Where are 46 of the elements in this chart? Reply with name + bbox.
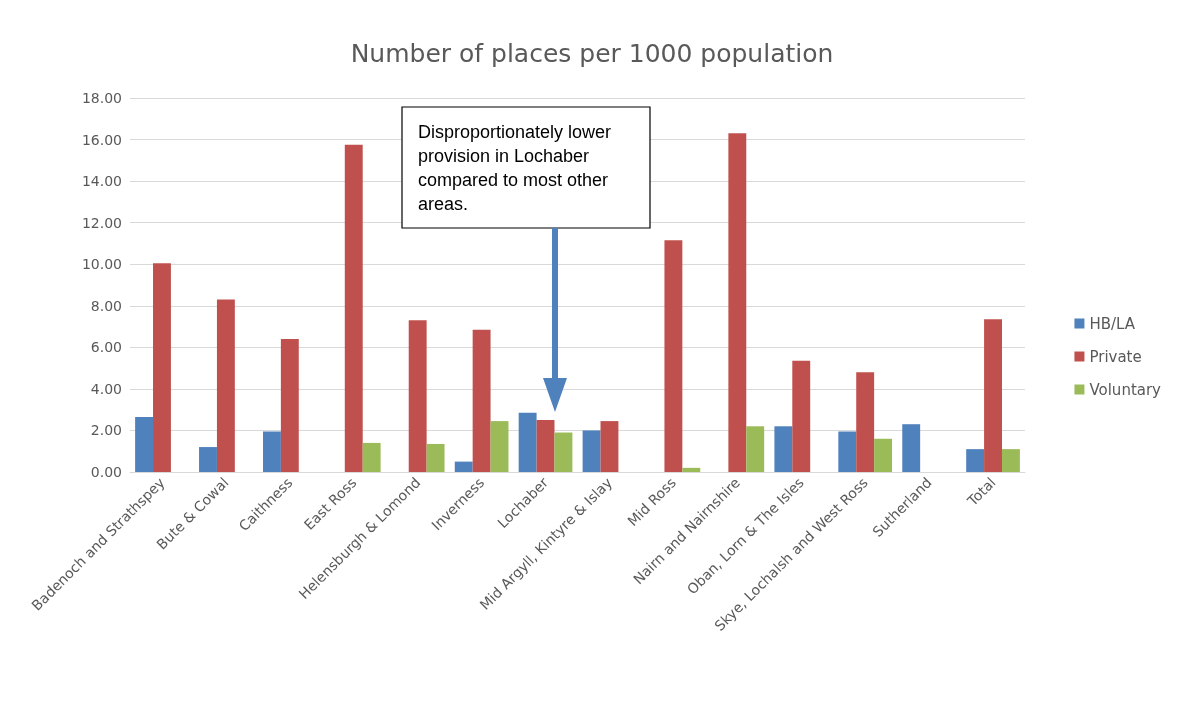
- bar: [874, 438, 893, 472]
- y-tick-label: 2.00: [90, 422, 122, 439]
- bar: [728, 133, 747, 472]
- bar: [536, 420, 555, 472]
- bar: [344, 144, 363, 472]
- bar: [472, 329, 491, 472]
- y-tick-label: 14.00: [81, 173, 122, 190]
- y-tick-label: 8.00: [90, 297, 122, 314]
- bar: [902, 424, 921, 472]
- bar: [135, 416, 154, 472]
- y-tick-label: 16.00: [81, 131, 122, 148]
- bar: [774, 426, 793, 472]
- y-tick-label: 6.00: [90, 339, 122, 356]
- bar: [682, 467, 701, 472]
- bar: [600, 421, 619, 472]
- bar: [582, 430, 601, 472]
- annotation: Disproportionately lower provision in Lochaber compared to most other areas.: [418, 122, 617, 214]
- bar: [454, 461, 473, 472]
- bar: [262, 431, 281, 472]
- legend-label: Private: [1089, 347, 1142, 366]
- bar: [216, 299, 235, 472]
- bar: [554, 432, 573, 472]
- bar: [856, 372, 875, 472]
- y-tick-label: 12.00: [81, 214, 122, 231]
- bar: [280, 339, 299, 472]
- bar: [199, 447, 217, 472]
- bar: [792, 360, 811, 472]
- bar: [984, 319, 1002, 472]
- bar: [153, 263, 171, 472]
- bar: [838, 431, 857, 472]
- y-tick-label: 4.00: [90, 380, 122, 397]
- legend-label: HB/LA: [1089, 314, 1136, 333]
- bar: [490, 421, 509, 472]
- bar: [426, 443, 445, 472]
- bar: [746, 426, 765, 472]
- bar: [1001, 449, 1020, 472]
- y-tick-label: 18.00: [81, 90, 122, 106]
- bar: [408, 320, 427, 472]
- bar: [362, 442, 381, 472]
- legend-label: Voluntary: [1089, 380, 1162, 399]
- y-tick-label: 0.00: [90, 464, 122, 480]
- bar: [664, 240, 683, 472]
- bar: [518, 412, 537, 472]
- chart-title: Number of places per 1000 population: [350, 39, 834, 68]
- y-tick-label: 10.00: [81, 256, 122, 273]
- bar: [966, 449, 985, 472]
